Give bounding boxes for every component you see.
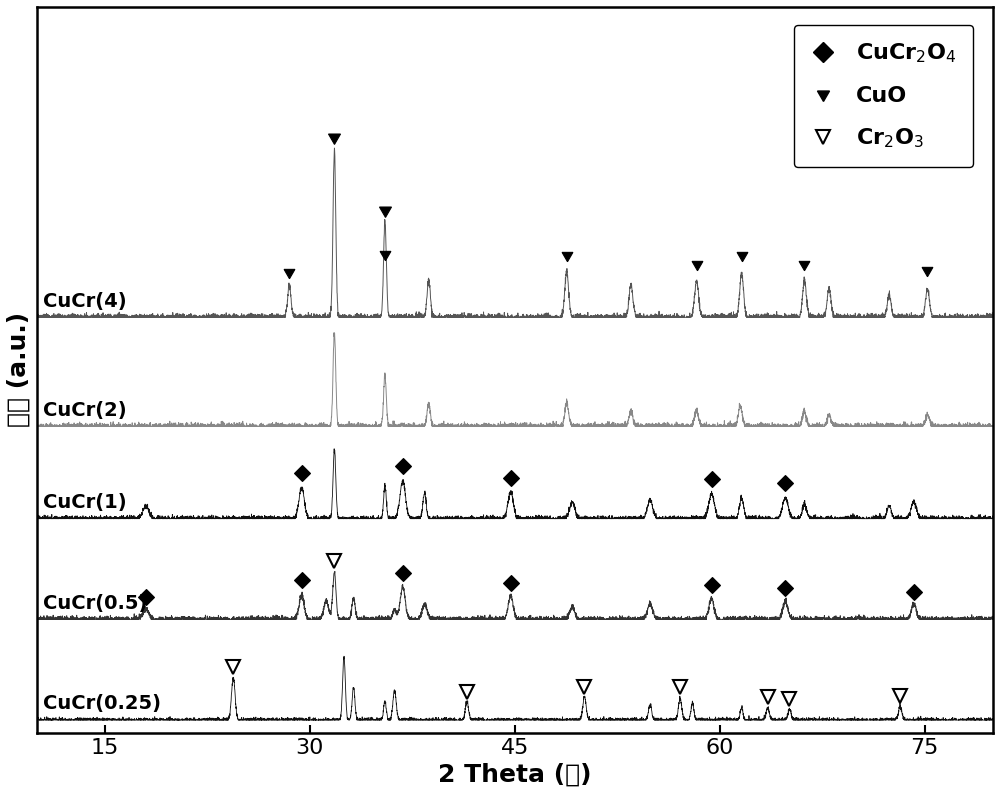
Text: CuCr(0.5): CuCr(0.5) (43, 594, 148, 613)
X-axis label: 2 Theta (度): 2 Theta (度) (438, 763, 592, 787)
Y-axis label: 强度 (a.u.): 强度 (a.u.) (7, 312, 31, 427)
Legend: CuCr$_2$O$_4$, CuO, Cr$_2$O$_3$: CuCr$_2$O$_4$, CuO, Cr$_2$O$_3$ (794, 25, 973, 167)
Text: CuCr(2): CuCr(2) (43, 401, 127, 420)
Text: CuCr(4): CuCr(4) (43, 291, 127, 310)
Text: CuCr(0.25): CuCr(0.25) (43, 694, 161, 713)
Text: CuCr(1): CuCr(1) (43, 493, 127, 512)
